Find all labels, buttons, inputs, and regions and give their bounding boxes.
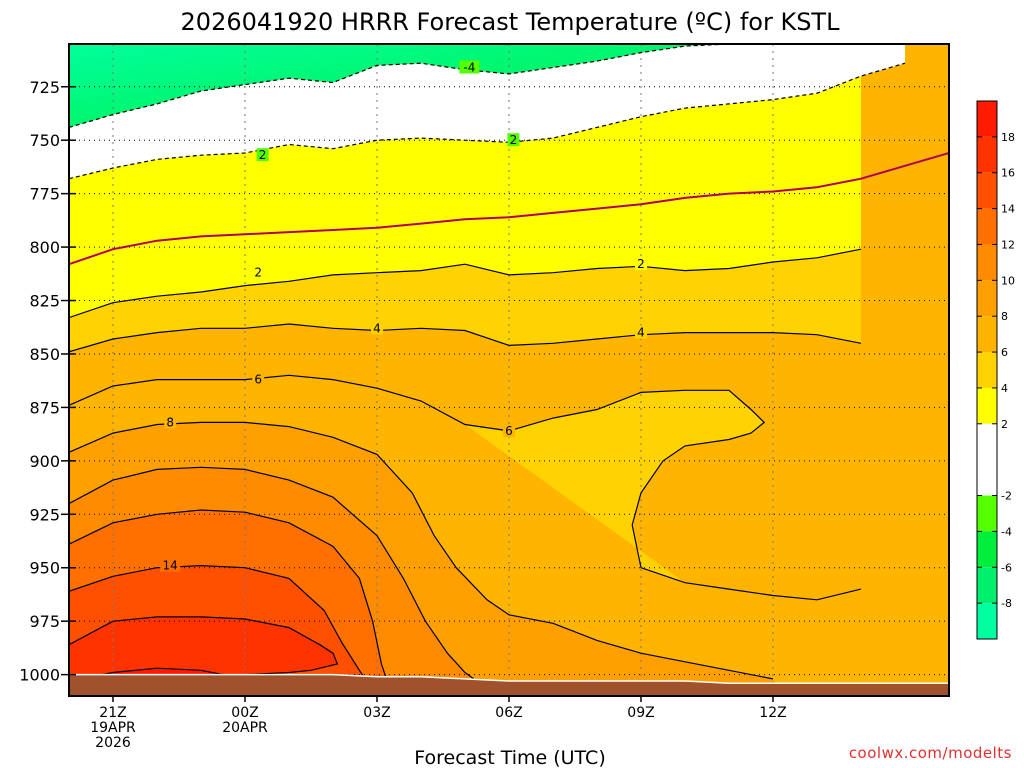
contour-line-10 [69,466,475,680]
ground-surface [69,673,949,696]
temperature-fill-bands [69,44,949,696]
y-tick-label-825: 825 [29,292,60,311]
colorbar-label-4: 4 [1001,382,1008,395]
y-tick-label-950: 950 [29,559,60,578]
colorbar-label-8: 8 [1001,310,1008,323]
colorbar-label--6: -6 [1001,561,1012,574]
y-tick-label-975: 975 [29,612,60,631]
colorbar-bin-14 [977,172,997,209]
colorbar-bin--8 [977,567,997,604]
colorbar-frame [976,100,998,640]
x-tick-label-03Z-0: 03Z [363,705,390,721]
x-tick-label-00Z-1: 20APR [222,720,268,736]
colorbar-label--4: -4 [1001,525,1012,538]
contour-label-bg [252,372,265,386]
y-tick-label-925: 925 [29,505,60,524]
contour-label-10: 14 [163,559,178,573]
colorbar-label--2: -2 [1001,490,1012,503]
contour-line-6 [69,374,862,601]
contour-line-2 [69,248,862,319]
contour-label-1: 2 [259,148,267,162]
band-fill-below-minus4 [69,44,729,128]
y-tick-label-800: 800 [29,238,60,257]
y-tick-label-875: 875 [29,398,60,417]
x-tick-label-00Z-0: 00Z [231,705,258,721]
colorbar-bin-2 [977,387,997,424]
colorbar-bin-4 [977,352,997,388]
contour-label-8: 6 [505,424,513,438]
x-tick-label-21Z-1: 19APR [90,720,136,736]
contour-labels: -4 2 2 2 2 4 4 6 6 8 14 [160,60,647,573]
y-axis-pressure: 725 750 775 800 825 850 875 900 925 950 975 1000 [19,78,76,685]
x-tick-label-06Z-0: 06Z [495,705,522,721]
contour-line-12 [69,509,387,677]
colorbar-label-16: 16 [1001,167,1015,180]
contour-label-9: 8 [166,415,174,429]
colorbar-label-12: 12 [1001,238,1015,251]
band-fill-4-to-6-pocket [465,390,765,583]
contour-label-bg [371,321,383,335]
chart-title: 2026041920 HRRR Forecast Temperature (ºC… [181,8,841,36]
contour-line--4 [69,44,730,128]
colorbar-bin-16 [977,136,997,173]
colorbar-bin--6 [977,531,997,568]
contour-line-8 [69,421,774,680]
contour-label-5: 4 [373,321,381,335]
contour-label-bg [503,423,515,437]
freezing-level-line [69,152,949,266]
contour-label-bg [256,148,269,162]
colorbar-label-18: 18 [1001,131,1015,144]
x-tick-label-21Z-0: 21Z [99,705,126,721]
contour-label-7: 6 [254,373,262,387]
grid-lines [69,44,949,696]
y-tick-label-775: 775 [29,185,60,204]
colorbar-bin--4 [977,495,997,532]
contour-label-0: -4 [463,61,475,75]
x-tick-label-21Z-2: 2026 [95,735,131,751]
colorbar-bin-12 [977,208,997,245]
x-tick-label-09Z-0: 09Z [627,705,654,721]
colorbar-bin--2 [977,423,997,496]
contour-label-bg [507,133,520,147]
y-tick-label-900: 900 [29,452,60,471]
contour-label-bg [164,415,177,429]
colorbar-bin-10 [977,244,997,281]
contour-line--2 [69,62,906,180]
colorbar-bin-8 [977,280,997,317]
contour-line-16 [69,616,339,676]
colorbar-label--8: -8 [1001,597,1012,610]
contour-line-14 [69,564,365,678]
colorbar-label-14: 14 [1001,203,1015,216]
credit-text: coolwx.com/modelts [849,744,1012,762]
contour-label-3: 2 [254,266,262,280]
contour-label-2: 2 [510,133,518,147]
contour-label-bg [160,558,181,572]
ground-fill [69,673,949,696]
contour-label-bg [635,325,647,339]
colorbar-label-10: 10 [1001,274,1015,287]
contour-label-bg [252,265,265,279]
colorbar-bin-18 [977,101,997,137]
contour-lines [69,44,949,680]
contour-label-6: 4 [637,326,645,340]
y-tick-label-750: 750 [29,131,60,150]
contour-label-bg [459,60,480,74]
y-tick-label-850: 850 [29,345,60,364]
colorbar-bin-6 [977,316,997,353]
colorbar-label-6: 6 [1001,346,1008,359]
x-tick-label-12Z-0: 12Z [759,705,786,721]
colorbar-bin--10 [977,603,997,639]
colorbar: 18 16 14 12 10 8 6 4 2 -2 -4 -6 -8 [976,100,1015,640]
contour-label-4: 2 [637,257,645,271]
y-tick-label-1000: 1000 [19,666,60,685]
x-axis-label: Forecast Time (UTC) [414,747,605,768]
contour-label-bg [635,257,647,271]
contour-line-4 [69,323,862,353]
colorbar-label-2: 2 [1001,418,1008,431]
y-tick-label-725: 725 [29,78,60,97]
